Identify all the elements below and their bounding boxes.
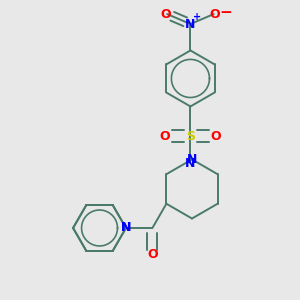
Text: O: O [147, 248, 158, 261]
Text: N: N [185, 17, 196, 31]
Text: O: O [211, 130, 221, 142]
Text: N: N [185, 157, 196, 170]
Text: N: N [187, 153, 197, 166]
Text: S: S [186, 130, 195, 142]
Text: N: N [121, 221, 131, 235]
Text: O: O [160, 130, 170, 142]
Text: +: + [193, 12, 201, 22]
Text: N: N [121, 221, 131, 235]
Text: O: O [160, 8, 171, 21]
Text: −: − [219, 5, 232, 20]
Text: O: O [210, 8, 220, 21]
